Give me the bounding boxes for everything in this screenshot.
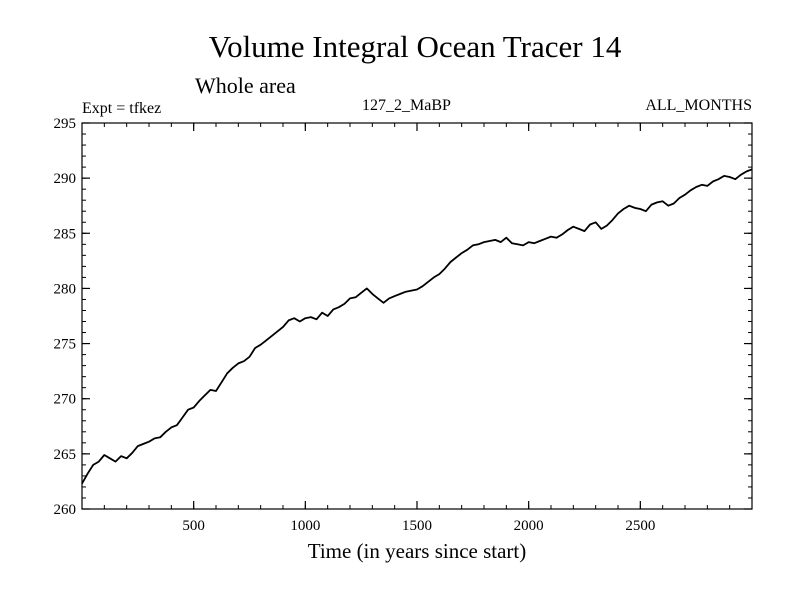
y-tick-label: 295 <box>54 116 77 132</box>
y-axis: 260 265 270 275 280 285 290 295 <box>54 116 752 518</box>
chart-title: Volume Integral Ocean Tracer 14 <box>209 29 622 64</box>
chart-subtitle: Whole area <box>195 73 296 98</box>
y-tick-label: 290 <box>54 171 77 187</box>
months-label: ALL_MONTHS <box>645 97 752 114</box>
y-tick-label: 280 <box>54 281 77 297</box>
period-label: 127_2_MaBP <box>362 97 451 114</box>
x-tick-label: 1500 <box>402 518 432 534</box>
y-tick-label: 275 <box>54 337 77 353</box>
x-tick-label: 2000 <box>514 518 544 534</box>
y-tick-label: 285 <box>54 226 77 242</box>
y-tick-label: 265 <box>54 447 77 463</box>
x-tick-label: 1000 <box>290 518 320 534</box>
minor-ticks <box>82 123 752 509</box>
series-layer <box>81 168 753 485</box>
x-tick-label: 500 <box>182 518 205 534</box>
plot-frame <box>81 122 753 510</box>
x-axis-label: Time (in years since start) <box>308 539 527 563</box>
series-line-1 <box>81 168 753 485</box>
y-tick-label: 270 <box>54 392 77 408</box>
y-tick-label: 260 <box>54 502 77 518</box>
x-tick-label: 2500 <box>625 518 655 534</box>
x-axis: 500 1000 1500 2000 2500 <box>182 123 655 534</box>
experiment-label: Expt = tfkez <box>82 100 161 117</box>
